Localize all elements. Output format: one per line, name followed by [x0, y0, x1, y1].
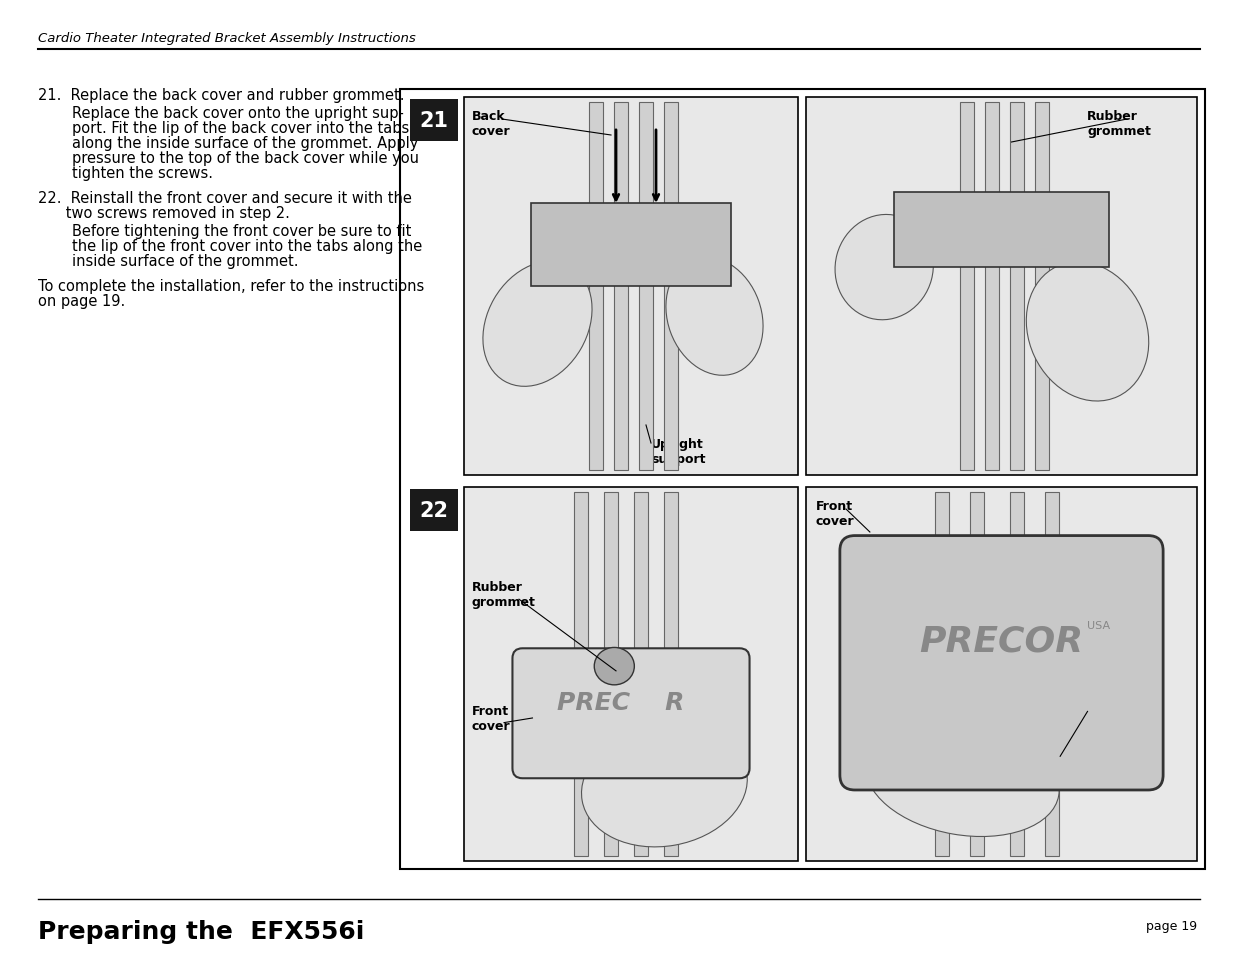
Text: two screws removed in step 2.: two screws removed in step 2. — [38, 206, 290, 221]
Bar — [410, 490, 458, 532]
Text: along the inside surface of the grommet. Apply: along the inside surface of the grommet.… — [72, 136, 419, 151]
Text: USA: USA — [1087, 620, 1110, 630]
Text: tighten the screws.: tighten the screws. — [72, 166, 212, 181]
Bar — [574, 493, 588, 856]
Text: Upright
support: Upright support — [651, 437, 705, 465]
Text: Front
cover: Front cover — [816, 499, 855, 527]
FancyBboxPatch shape — [840, 536, 1163, 790]
Text: 22.  Reinstall the front cover and secure it with the: 22. Reinstall the front cover and secure… — [38, 191, 412, 206]
Bar — [634, 493, 648, 856]
Text: Front
cover: Front cover — [472, 704, 510, 732]
Text: PRECOR: PRECOR — [919, 623, 1083, 658]
Bar — [1035, 103, 1049, 471]
Text: on page 19.: on page 19. — [38, 294, 125, 309]
Text: Back
cover: Back cover — [472, 110, 510, 138]
Text: PREC    R: PREC R — [557, 691, 684, 715]
Bar — [969, 493, 983, 856]
Ellipse shape — [1026, 262, 1149, 401]
Bar — [806, 488, 1197, 862]
Bar — [638, 103, 653, 471]
Bar — [935, 493, 948, 856]
Ellipse shape — [483, 262, 592, 387]
Text: 22: 22 — [420, 500, 448, 520]
Text: Cardio Theater Integrated Bracket Assembly Instructions: Cardio Theater Integrated Bracket Assemb… — [38, 32, 416, 45]
Text: Preparing the  EFX556i: Preparing the EFX556i — [38, 919, 364, 943]
Text: page 19: page 19 — [1146, 919, 1197, 932]
Bar — [1009, 103, 1024, 471]
Text: Replace the back cover onto the upright sup-: Replace the back cover onto the upright … — [72, 106, 404, 121]
Text: inside surface of the grommet.: inside surface of the grommet. — [72, 253, 299, 269]
Bar — [604, 493, 618, 856]
Text: Upright
support: Upright support — [1088, 704, 1142, 732]
Bar — [664, 493, 678, 856]
Bar — [410, 100, 458, 142]
Text: the lip of the front cover into the tabs along the: the lip of the front cover into the tabs… — [72, 239, 422, 253]
Ellipse shape — [835, 215, 934, 320]
Bar — [464, 488, 798, 862]
Ellipse shape — [582, 726, 747, 847]
Bar — [589, 103, 603, 471]
Bar — [614, 103, 629, 471]
Text: To complete the installation, refer to the instructions: To complete the installation, refer to t… — [38, 278, 425, 294]
Text: 21: 21 — [420, 111, 448, 131]
Bar — [984, 103, 999, 471]
Text: Before tightening the front cover be sure to fit: Before tightening the front cover be sur… — [72, 224, 411, 239]
Text: 21.  Replace the back cover and rubber grommet.: 21. Replace the back cover and rubber gr… — [38, 88, 405, 103]
Text: pressure to the top of the back cover while you: pressure to the top of the back cover wh… — [72, 151, 419, 166]
Bar — [531, 204, 731, 287]
Bar — [894, 193, 1109, 268]
Bar — [960, 103, 973, 471]
Bar — [806, 98, 1197, 476]
Text: port. Fit the lip of the back cover into the tabs: port. Fit the lip of the back cover into… — [72, 121, 409, 136]
FancyBboxPatch shape — [513, 649, 750, 779]
Ellipse shape — [594, 648, 635, 685]
Bar — [400, 90, 1205, 869]
Bar — [464, 98, 798, 476]
Bar — [1045, 493, 1058, 856]
Bar — [664, 103, 678, 471]
Text: Rubber
grommet: Rubber grommet — [472, 581, 536, 609]
Text: Rubber
grommet: Rubber grommet — [1087, 110, 1151, 138]
Bar — [1009, 493, 1024, 856]
Ellipse shape — [866, 721, 1060, 837]
Ellipse shape — [666, 258, 763, 375]
